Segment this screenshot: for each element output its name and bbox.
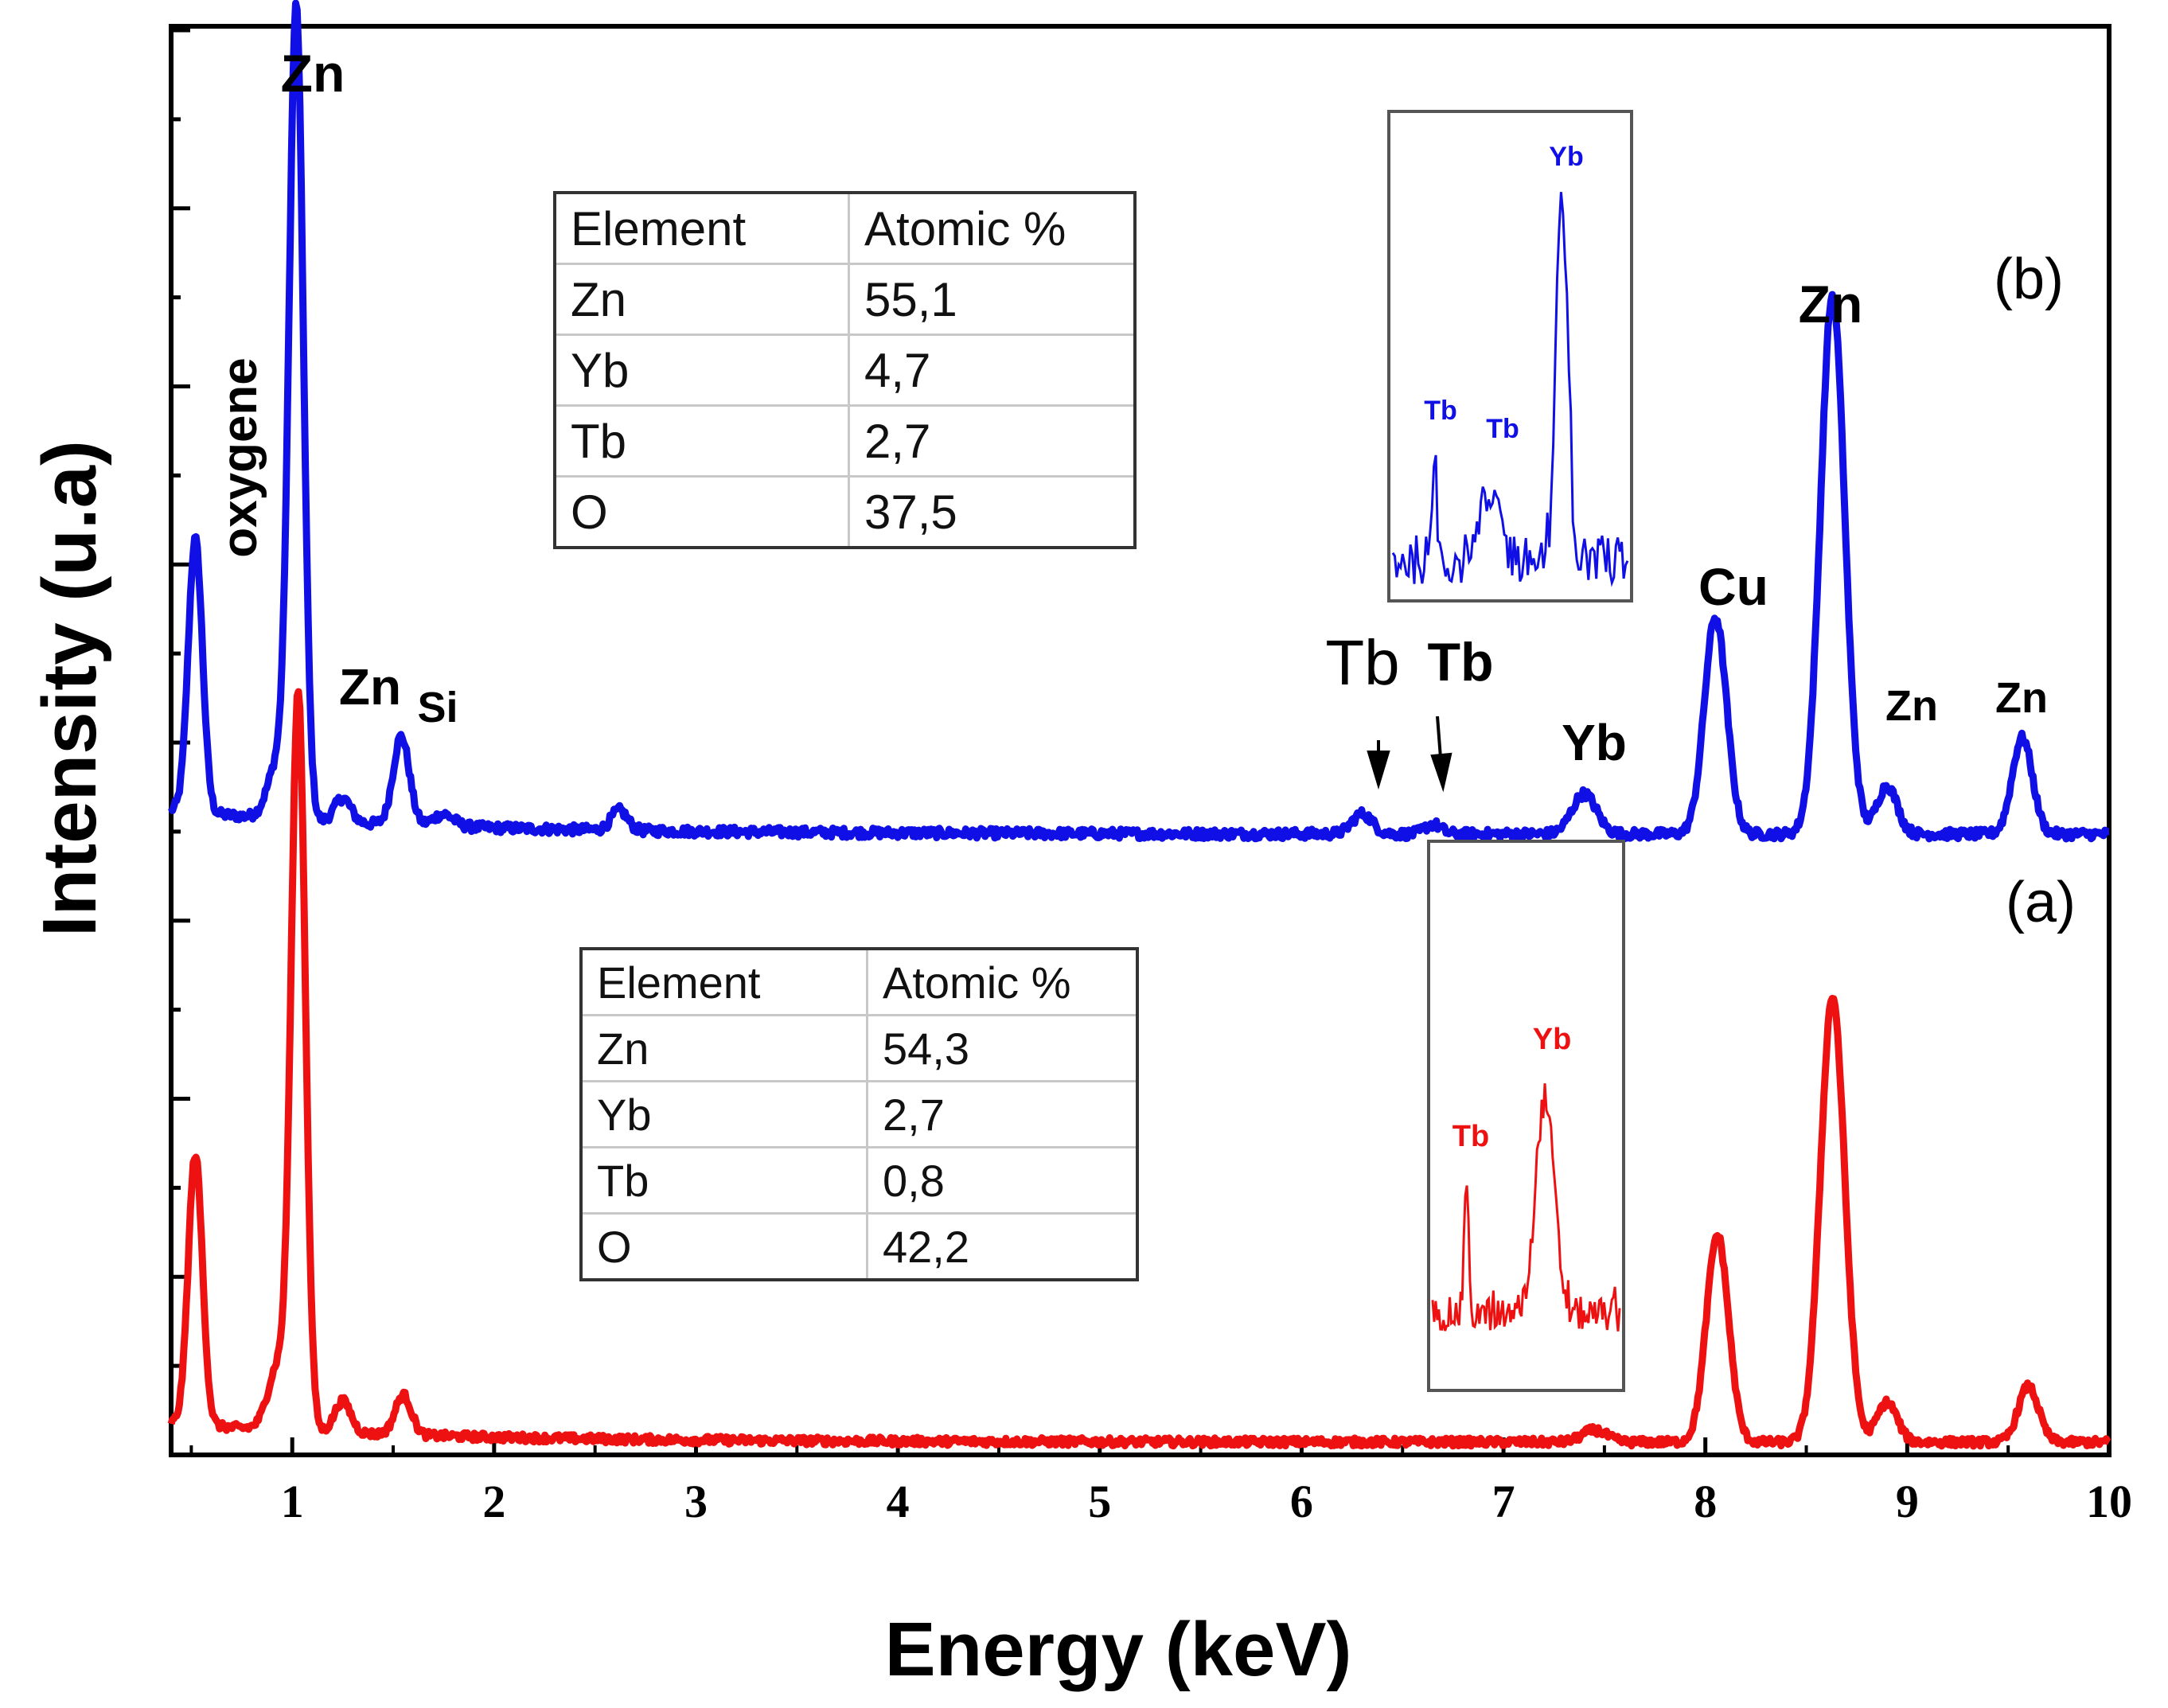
peak-label-zn-right: Zn <box>1995 674 2048 722</box>
inset-b-label-tb-2: Tb <box>1486 414 1519 444</box>
table-cell: 4,7 <box>848 333 1137 407</box>
x-tick-label: 10 <box>2086 1476 2132 1527</box>
table-row: Yb 4,7 <box>553 333 1137 407</box>
x-tick-label: 5 <box>1088 1476 1111 1527</box>
table-cell: O <box>553 475 850 549</box>
table-cell: Yb <box>553 333 850 407</box>
table-row: O 42,2 <box>579 1212 1139 1281</box>
inset-a-label-tb: Tb <box>1452 1120 1489 1153</box>
inset-b-frame <box>1387 110 1633 602</box>
inset-b-label-tb-1: Tb <box>1424 396 1457 426</box>
x-tick-label: 1 <box>281 1476 304 1527</box>
peak-label-oxygene: oxygene <box>213 357 267 558</box>
table-row: Yb 2,7 <box>579 1080 1139 1148</box>
peak-label-zn-main: Zn <box>281 44 345 103</box>
x-axis-title: Energy (keV) <box>885 1607 1352 1692</box>
x-tick-label: 7 <box>1492 1476 1515 1527</box>
table-header-cell: Atomic % <box>866 947 1139 1016</box>
peak-label-yb: Yb <box>1562 714 1627 771</box>
table-cell: 37,5 <box>848 475 1137 549</box>
table-header-cell: Element <box>553 191 850 265</box>
y-axis-title: Intensity (u.a) <box>27 440 112 937</box>
table-cell: O <box>579 1212 868 1281</box>
table-row: Zn 54,3 <box>579 1014 1139 1082</box>
x-tick-label: 2 <box>482 1476 505 1527</box>
panel-label-a: (a) <box>2006 871 2076 934</box>
table-cell: Zn <box>579 1014 868 1082</box>
x-tick-label: 4 <box>887 1476 910 1527</box>
table-cell: 42,2 <box>866 1212 1139 1281</box>
peak-label-tb-2: Tb <box>1427 632 1493 692</box>
tb-arrow-2 <box>1430 716 1452 793</box>
composition-table-a: Element Atomic % Zn 54,3 Yb 2,7 Tb 0,8 O… <box>579 947 1139 1281</box>
peak-label-zn-secondary: Zn <box>339 658 401 716</box>
table-cell: Tb <box>579 1146 868 1215</box>
peak-label-zn-kb: Zn <box>1885 682 1938 730</box>
x-tick-label: 6 <box>1290 1476 1313 1527</box>
peak-label-cu: Cu <box>1698 557 1768 616</box>
x-tick-label: 3 <box>684 1476 708 1527</box>
series-line-b <box>167 0 2111 843</box>
table-row: Tb 2,7 <box>553 404 1137 478</box>
inset-a-spectrum <box>1431 1083 1621 1332</box>
table-cell: 2,7 <box>848 404 1137 478</box>
table-cell: 0,8 <box>866 1146 1139 1215</box>
table-row: O 37,5 <box>553 475 1137 549</box>
y-axis-ticks <box>171 28 190 1457</box>
table-header-row: Element Atomic % <box>553 191 1137 265</box>
peak-label-si: Si <box>417 684 458 731</box>
table-cell: Tb <box>553 404 850 478</box>
tb-arrow-1 <box>1367 740 1390 790</box>
inset-b: Yb Tb Tb <box>1387 110 1633 602</box>
series-line-a <box>167 688 2111 1450</box>
inset-b-label-yb: Yb <box>1549 142 1583 172</box>
table-cell: Zn <box>553 263 850 336</box>
peak-label-tb-1: Tb <box>1325 627 1399 698</box>
x-tick-label: 9 <box>1896 1476 1919 1527</box>
table-header-row: Element Atomic % <box>579 947 1139 1016</box>
x-axis-tick-labels: 1 2 3 4 5 6 7 8 9 10 <box>281 1476 2132 1527</box>
table-header-cell: Atomic % <box>848 191 1137 265</box>
table-cell: 54,3 <box>866 1014 1139 1082</box>
table-cell: 2,7 <box>866 1080 1139 1148</box>
inset-b-spectrum <box>1391 192 1629 587</box>
peak-label-zn-ka: Zn <box>1799 275 1863 333</box>
table-cell: 55,1 <box>848 263 1137 336</box>
panel-label-b: (b) <box>1994 248 2064 311</box>
composition-table-b: Element Atomic % Zn 55,1 Yb 4,7 Tb 2,7 O… <box>553 191 1137 549</box>
inset-a-label-yb: Yb <box>1533 1023 1572 1056</box>
table-header-cell: Element <box>579 947 868 1016</box>
table-row: Tb 0,8 <box>579 1146 1139 1215</box>
table-cell: Yb <box>579 1080 868 1148</box>
x-tick-label: 8 <box>1694 1476 1717 1527</box>
table-row: Zn 55,1 <box>553 263 1137 336</box>
inset-a: Yb Tb <box>1427 840 1625 1392</box>
